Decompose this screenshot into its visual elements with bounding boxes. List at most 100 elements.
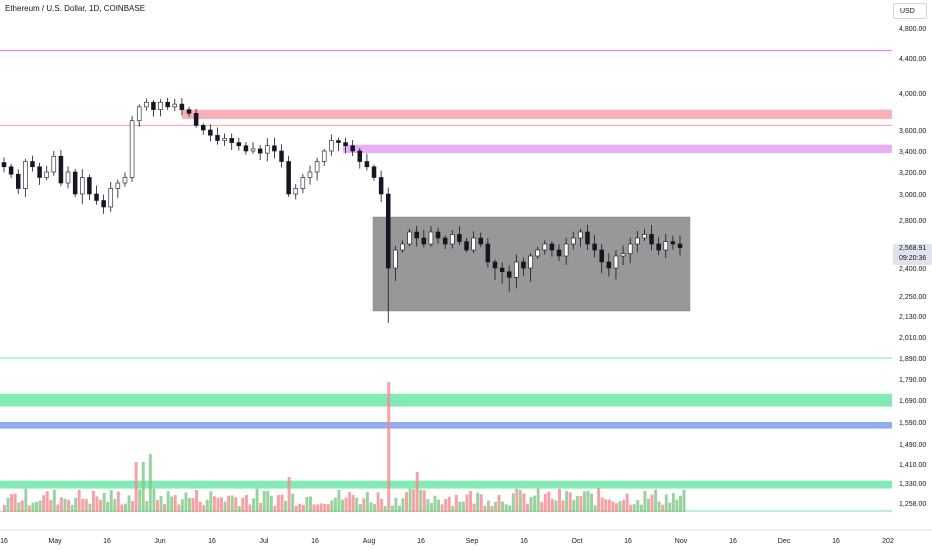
candle-body[interactable] bbox=[215, 134, 220, 141]
candle-body[interactable] bbox=[87, 177, 92, 195]
candle-body[interactable] bbox=[200, 125, 206, 131]
candle-body[interactable] bbox=[186, 109, 192, 114]
candle-body[interactable] bbox=[663, 241, 669, 251]
candle-body[interactable] bbox=[158, 101, 163, 110]
candle-body[interactable] bbox=[80, 177, 85, 195]
candle-body[interactable] bbox=[521, 261, 526, 269]
currency-button[interactable]: USD bbox=[893, 3, 927, 19]
candle-body[interactable] bbox=[613, 255, 619, 269]
candle-body[interactable] bbox=[599, 249, 604, 263]
candle-body[interactable] bbox=[578, 231, 583, 239]
candle-body[interactable] bbox=[350, 145, 355, 152]
candle-body[interactable] bbox=[556, 249, 562, 257]
candle-body[interactable] bbox=[535, 249, 540, 257]
candle-body[interactable] bbox=[499, 267, 505, 273]
candle-body[interactable] bbox=[492, 261, 498, 269]
candle-body[interactable] bbox=[101, 200, 106, 208]
candle-body[interactable] bbox=[30, 161, 35, 168]
candle-body[interactable] bbox=[293, 188, 299, 195]
candle-body[interactable] bbox=[129, 120, 135, 178]
candle-body[interactable] bbox=[343, 142, 348, 147]
candle-body[interactable] bbox=[222, 138, 227, 141]
candle-body[interactable] bbox=[144, 101, 149, 108]
candle-body[interactable] bbox=[414, 231, 419, 239]
candle-body[interactable] bbox=[8, 166, 14, 175]
candle-body[interactable] bbox=[371, 166, 377, 178]
candle-body[interactable] bbox=[243, 145, 249, 152]
candle-body[interactable] bbox=[506, 271, 512, 278]
candle-body[interactable] bbox=[485, 243, 491, 263]
candle-body[interactable] bbox=[549, 243, 555, 251]
candle-body[interactable] bbox=[635, 237, 640, 245]
candle-body[interactable] bbox=[58, 155, 64, 184]
candle-body[interactable] bbox=[250, 148, 256, 152]
candle-body[interactable] bbox=[606, 261, 612, 269]
candle-body[interactable] bbox=[677, 243, 683, 249]
candle-body[interactable] bbox=[464, 241, 469, 251]
candle-body[interactable] bbox=[542, 243, 548, 251]
candle-body[interactable] bbox=[385, 193, 391, 269]
candle-body[interactable] bbox=[236, 142, 242, 147]
candle-body[interactable] bbox=[257, 148, 263, 154]
candle-body[interactable] bbox=[229, 138, 234, 143]
candle-body[interactable] bbox=[364, 161, 370, 168]
candle-body[interactable] bbox=[286, 161, 291, 195]
candle-body[interactable] bbox=[563, 243, 569, 257]
candle-body[interactable] bbox=[450, 234, 455, 245]
candle-body[interactable] bbox=[108, 188, 113, 208]
candle-body[interactable] bbox=[336, 140, 341, 143]
candle-body[interactable] bbox=[642, 234, 647, 239]
candle-body[interactable] bbox=[670, 241, 676, 245]
candle-body[interactable] bbox=[272, 145, 277, 152]
candle-body[interactable] bbox=[193, 113, 199, 126]
candle-body[interactable] bbox=[329, 140, 334, 152]
candle-body[interactable] bbox=[620, 253, 626, 257]
candle-body[interactable] bbox=[478, 237, 484, 245]
candle-body[interactable] bbox=[585, 231, 590, 245]
candle-body[interactable] bbox=[357, 150, 363, 162]
candle-body[interactable] bbox=[279, 150, 284, 162]
candle-body[interactable] bbox=[627, 243, 633, 254]
candle-body[interactable] bbox=[37, 166, 42, 178]
candle-body[interactable] bbox=[300, 177, 306, 189]
volume-bar bbox=[3, 505, 6, 512]
candle-body[interactable] bbox=[265, 145, 270, 154]
candle-body[interactable] bbox=[428, 231, 434, 245]
candle-body[interactable] bbox=[592, 243, 597, 251]
candle-body[interactable] bbox=[400, 243, 405, 251]
candle-body[interactable] bbox=[307, 171, 313, 178]
candle-body[interactable] bbox=[656, 243, 661, 251]
candle-body[interactable] bbox=[44, 171, 49, 178]
candle-body[interactable] bbox=[179, 103, 185, 110]
candle-body[interactable] bbox=[314, 161, 320, 173]
candle-body[interactable] bbox=[1, 162, 7, 168]
candle-body[interactable] bbox=[151, 101, 156, 110]
candle-body[interactable] bbox=[136, 106, 142, 122]
candle-body[interactable] bbox=[471, 237, 476, 251]
candle-body[interactable] bbox=[442, 237, 448, 245]
candle-body[interactable] bbox=[72, 171, 78, 195]
candle-body[interactable] bbox=[208, 129, 213, 136]
candle-body[interactable] bbox=[321, 150, 327, 162]
candle-body[interactable] bbox=[457, 234, 462, 242]
candle-body[interactable] bbox=[435, 231, 441, 239]
candle-body[interactable] bbox=[122, 177, 128, 184]
candle-body[interactable] bbox=[393, 249, 398, 269]
candle-body[interactable] bbox=[115, 182, 121, 189]
candle-body[interactable] bbox=[649, 234, 654, 245]
candle-body[interactable] bbox=[51, 155, 57, 173]
candle-body[interactable] bbox=[94, 193, 99, 201]
candle-body[interactable] bbox=[172, 103, 178, 108]
candle-body[interactable] bbox=[15, 173, 21, 189]
candle-body[interactable] bbox=[407, 231, 412, 245]
candle-body[interactable] bbox=[528, 255, 533, 269]
candle-body[interactable] bbox=[23, 161, 28, 189]
candle-body[interactable] bbox=[571, 237, 576, 245]
candle-body[interactable] bbox=[421, 237, 427, 245]
candle-body[interactable] bbox=[378, 177, 384, 195]
candle-body[interactable] bbox=[514, 261, 519, 278]
candle-body[interactable] bbox=[165, 101, 170, 108]
candle-body[interactable] bbox=[65, 171, 71, 184]
